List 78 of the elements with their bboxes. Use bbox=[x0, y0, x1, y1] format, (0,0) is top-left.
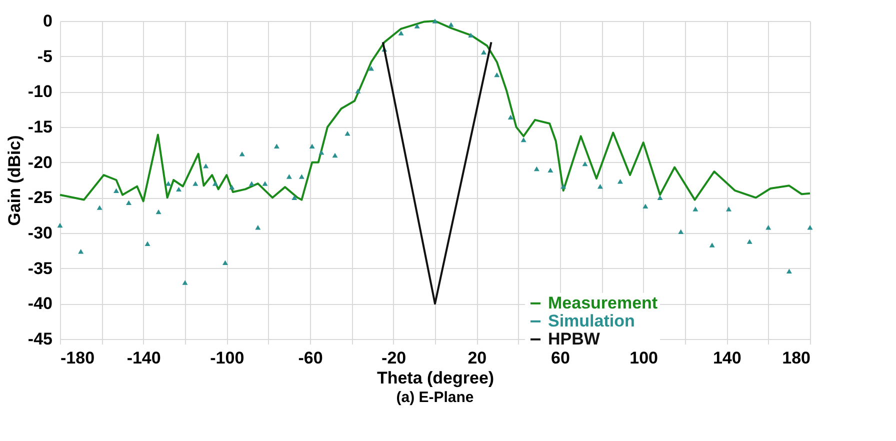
point bbox=[78, 249, 84, 254]
point bbox=[520, 137, 526, 142]
x-axis-title: Theta (degree) bbox=[376, 368, 494, 388]
point bbox=[212, 181, 218, 186]
point bbox=[494, 72, 500, 78]
x-tick-label: 180 bbox=[782, 348, 810, 368]
y-tick-label: -10 bbox=[28, 82, 52, 102]
point bbox=[318, 150, 324, 155]
point bbox=[176, 186, 182, 192]
y-tick-label: 0 bbox=[43, 12, 52, 30]
x-tick-label: 60 bbox=[551, 348, 570, 368]
point bbox=[57, 222, 63, 228]
point bbox=[642, 204, 648, 209]
legend-label: HPBW bbox=[548, 329, 601, 348]
point bbox=[239, 151, 245, 156]
point bbox=[726, 206, 732, 212]
point bbox=[156, 209, 162, 214]
point bbox=[166, 181, 172, 186]
y-tick-label: -5 bbox=[37, 46, 52, 66]
x-tick-label: 140 bbox=[712, 348, 742, 368]
x-tick-label: 20 bbox=[468, 348, 487, 368]
point bbox=[692, 206, 698, 212]
point bbox=[432, 18, 438, 24]
y-tick-label: -45 bbox=[28, 330, 52, 348]
text: (a) E-Plane bbox=[396, 389, 474, 406]
point bbox=[262, 181, 268, 186]
y-axis-title: Gain (dBic) bbox=[4, 135, 24, 226]
point bbox=[126, 200, 132, 205]
point bbox=[617, 179, 623, 184]
point bbox=[582, 161, 588, 166]
x-tick-label: 100 bbox=[630, 348, 658, 368]
x-tick-label: -180 bbox=[60, 348, 95, 368]
point bbox=[292, 195, 298, 200]
legend-label: Simulation bbox=[548, 311, 635, 330]
point bbox=[114, 188, 119, 193]
point bbox=[192, 181, 198, 186]
y-tick-label: -40 bbox=[28, 294, 52, 314]
point bbox=[248, 181, 254, 186]
point bbox=[766, 224, 772, 230]
y-tick-label: -25 bbox=[28, 188, 52, 208]
point bbox=[309, 144, 315, 148]
point bbox=[96, 205, 102, 210]
point bbox=[468, 32, 474, 38]
point bbox=[657, 195, 663, 200]
point bbox=[332, 152, 338, 158]
x-tick-label: -60 bbox=[298, 348, 323, 368]
point bbox=[746, 239, 752, 244]
point bbox=[229, 184, 235, 190]
point bbox=[548, 168, 554, 172]
point bbox=[534, 166, 540, 172]
x-tick-label: -20 bbox=[382, 348, 406, 368]
point bbox=[144, 241, 150, 246]
point bbox=[298, 174, 304, 179]
y-tick-label: -20 bbox=[28, 152, 52, 172]
y-tick-label: -30 bbox=[28, 224, 52, 242]
point bbox=[203, 163, 209, 168]
point bbox=[414, 24, 420, 28]
point bbox=[355, 88, 361, 94]
point bbox=[255, 224, 261, 230]
legend-label: Measurement bbox=[548, 293, 658, 312]
point bbox=[597, 184, 603, 189]
point bbox=[560, 184, 566, 189]
point bbox=[398, 30, 404, 36]
point bbox=[274, 144, 280, 148]
point bbox=[678, 229, 684, 234]
y-tick-label: -35 bbox=[28, 258, 52, 278]
x-tick-label: -100 bbox=[210, 348, 244, 368]
point bbox=[481, 50, 486, 54]
point bbox=[508, 114, 514, 120]
point bbox=[786, 268, 792, 274]
point bbox=[709, 242, 715, 248]
point bbox=[448, 22, 454, 27]
point bbox=[286, 174, 292, 179]
point bbox=[222, 260, 228, 266]
y-tick-label: -15 bbox=[28, 118, 52, 136]
point bbox=[182, 280, 188, 285]
point bbox=[368, 66, 374, 71]
x-tick-label: -140 bbox=[126, 348, 161, 368]
